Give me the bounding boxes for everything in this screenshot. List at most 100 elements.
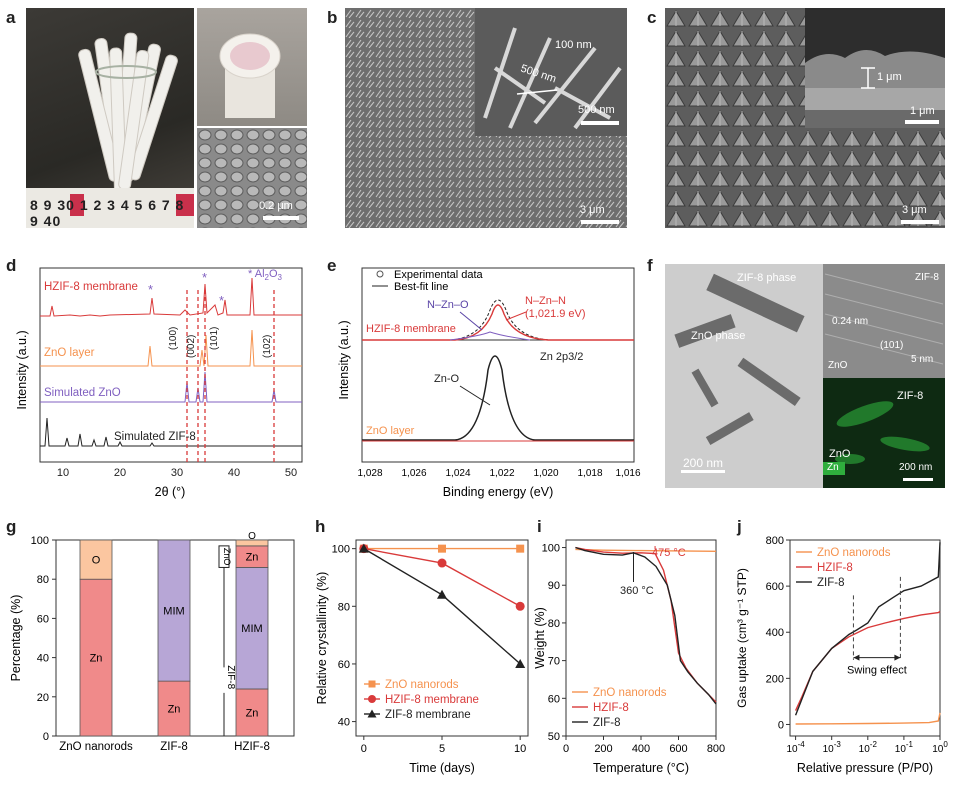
xps-arrow-nzno <box>459 311 483 331</box>
chart-j-xtick-base: 10 <box>859 744 871 755</box>
chart-j-legend-label: HZIF-8 <box>817 562 853 574</box>
xrd-series-label-simzif8: Simulated ZIF-8 <box>114 431 196 443</box>
chart-i-xtick-label: 0 <box>563 743 569 755</box>
chart-i-ylabel: Weight (%) <box>534 607 547 669</box>
chart-h-point <box>437 589 447 599</box>
chart-j-xtick-exp: -3 <box>834 740 842 749</box>
xrd-trace-hzif8 <box>40 277 302 317</box>
scalebar-label-c-inset: 1 μm <box>910 105 935 117</box>
chart-h-legend-label: ZnO nanorods <box>385 679 459 691</box>
chart-j-xtick-label: 10-3 <box>823 740 842 755</box>
chart-g-ytick-label: 40 <box>37 653 49 665</box>
chart-j-xlabel: Relative pressure (P/P0) <box>797 761 933 775</box>
chart-j-xtick-base: 10 <box>786 744 798 755</box>
chart-j-ylabel: Gas uptake (cm³ g⁻¹ STP) <box>735 568 749 708</box>
chart-j-xtick-exp: -4 <box>798 740 806 749</box>
chart-i-ytick-label: 70 <box>548 656 560 668</box>
xrd-al2o3-star-2: * <box>202 270 207 285</box>
xrd-al2o3-al: Al <box>255 268 265 280</box>
chart-j-legend-label: ZIF-8 <box>817 577 844 589</box>
xrd-series-label-zno: ZnO layer <box>44 347 95 359</box>
chart-g-ytick-label: 60 <box>37 613 49 625</box>
panel-label-h: h <box>315 517 326 536</box>
panel-label-a: a <box>6 8 16 27</box>
tem-map-scalebar <box>903 478 933 481</box>
chart-j-xtick-base: 10 <box>895 744 907 755</box>
chart-g-segment-label: O <box>92 555 101 567</box>
chart-g-segment-label: MIM <box>163 606 184 618</box>
chart-j-legend-label: ZnO nanorods <box>817 547 891 559</box>
chart-g-xticks: ZnO nanorods ZIF-8 HZIF-8 <box>59 741 270 753</box>
chart-g-bar-segment <box>235 567 269 690</box>
tem-ann-zno-map: ZnO <box>829 448 851 460</box>
xps-ann-zno-peak: Zn-O <box>434 373 460 385</box>
scalebar-b <box>581 220 619 224</box>
chart-g-bar-segment <box>235 539 269 547</box>
xrd-series-label-hzif8: HZIF-8 membrane <box>44 281 138 293</box>
xps-hzif8-purple <box>449 331 531 341</box>
xrd-xtick-20: 20 <box>114 467 126 479</box>
chart-j-ytick-label: 0 <box>778 719 784 731</box>
chart-h-point <box>438 544 446 553</box>
chart-h-legend-label: ZIF-8 membrane <box>385 709 471 721</box>
chart-j-swing-arrowhead-left <box>853 654 860 661</box>
sem-grain-texture <box>197 128 307 228</box>
xrd-peak-label-100: (100) <box>168 327 179 350</box>
chart-i-content: 50 60 70 80 90 100 0 200 400 600 800 ZnO nanorods HZ… <box>542 543 726 755</box>
chart-g-bracket-label-zno: ZnO <box>222 548 232 566</box>
xps-zno-fit <box>362 355 634 441</box>
chart-g-xtick-label: ZIF-8 <box>160 741 187 753</box>
scalebar-c <box>901 220 939 224</box>
chart-g-segment-label: Zn <box>246 552 259 564</box>
chart-g-bar-segment <box>235 688 269 737</box>
xps-hzif8-red <box>362 304 634 341</box>
chart-j-xtick-exp: 0 <box>943 740 948 749</box>
tube-bundle-drawing <box>26 32 194 228</box>
xrd-al2o3-star-legend: * <box>248 268 253 280</box>
chart-j-ytick-label: 400 <box>766 627 784 639</box>
panel-label-b: b <box>327 8 338 27</box>
chart-h: 40 60 80 100 0 5 10 ZnO nanorods HZIF-8 membrane… <box>315 539 529 775</box>
panel-label-i: i <box>537 517 542 536</box>
xps-ann-energy: (1,021.9 eV) <box>525 308 586 320</box>
panel-label-j: j <box>737 517 742 536</box>
xrd-xtick-30: 30 <box>171 467 183 479</box>
panel-label-c: c <box>647 8 657 27</box>
chart-g-bracket-label-zif8: ZIF-8 <box>225 665 236 689</box>
chart-i-series-line <box>575 546 717 703</box>
xps-ann-zn2p: Zn 2p3/2 <box>540 351 583 363</box>
xps-legend-marker <box>376 270 384 278</box>
tem-hr-scalebar-label: 5 nm <box>911 354 934 365</box>
xrd-panel-d: (100) (002) (101) (102) HZIF-8 membrane … <box>15 267 303 499</box>
tube-end-drawing <box>219 33 281 118</box>
panel-label-g: g <box>6 517 17 536</box>
tem-ann-zn-map: Zn <box>827 462 839 473</box>
xrd-xtick-10: 10 <box>57 467 69 479</box>
xps-xtick-1026: 1,026 <box>401 468 426 479</box>
xps-xtick-1016: 1,016 <box>615 468 640 479</box>
xrd-al2o3-sub3: 3 <box>278 273 283 282</box>
scalebar-label-b-inset: 500 nm <box>578 104 615 116</box>
xps-xtick-1022: 1,022 <box>489 468 514 479</box>
xrd-al2o3-o: O <box>269 268 278 280</box>
scalebar-b-inset <box>581 121 619 125</box>
xps-arrow-nznn <box>505 311 527 321</box>
tem-ann-zif8-hr: ZIF-8 <box>915 272 939 283</box>
chart-h-frame <box>355 539 529 737</box>
sem-image-b: 100 nm 500 nm 500 nm 3 μm <box>345 8 627 228</box>
chart-h-xtick-label: 0 <box>361 743 367 755</box>
chart-i-xtick-label: 400 <box>632 743 650 755</box>
xrd-frame <box>39 267 303 463</box>
xps-hzif8-envelope-dashed <box>362 299 634 341</box>
chart-j-xtick-exp: -1 <box>906 740 914 749</box>
chart-h-ytick-label: 60 <box>338 659 350 671</box>
chart-i-ytick-label: 80 <box>548 618 560 630</box>
chart-h-xtick-label: 10 <box>514 743 526 755</box>
chart-j-xtick-label: 10-4 <box>786 740 805 755</box>
xrd-peak-label-002: (002) <box>186 335 197 358</box>
chart-h-ytick-label: 80 <box>338 601 350 613</box>
chart-j-xtick-exp: -2 <box>870 740 878 749</box>
crystal-texture <box>665 8 945 228</box>
